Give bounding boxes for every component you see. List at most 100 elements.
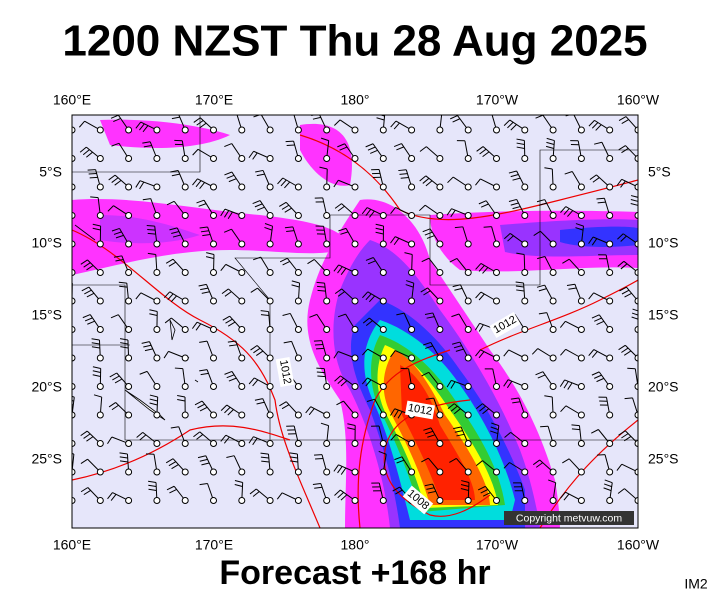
barb-station	[351, 440, 359, 447]
barb-feather	[367, 260, 376, 265]
barb-feather	[264, 226, 273, 231]
barb-station	[238, 354, 246, 362]
barb-station	[436, 354, 444, 362]
barb-feather	[630, 195, 638, 198]
barb-feather	[83, 262, 91, 268]
barb-feather	[220, 434, 227, 442]
barb-station	[153, 212, 161, 219]
barb-feather	[115, 234, 124, 239]
barb-station	[323, 497, 331, 504]
barb-station	[408, 155, 416, 162]
barb-station	[181, 354, 189, 362]
barb-staff	[72, 385, 73, 387]
barb-feather	[289, 456, 298, 459]
barb-station	[125, 497, 133, 504]
barb-feather	[91, 346, 100, 349]
barb-feather	[148, 488, 157, 492]
barb-feather	[450, 381, 456, 389]
barb-feather	[171, 464, 179, 470]
barb-feather	[119, 460, 129, 463]
barb-feather	[378, 450, 387, 455]
barb-station	[210, 411, 217, 419]
barb-station	[210, 468, 217, 476]
barb-station	[408, 297, 416, 305]
barb-feather	[91, 338, 100, 341]
barb-staff	[72, 271, 73, 273]
barb-station	[266, 468, 274, 476]
barb-station	[294, 269, 302, 276]
barb-feather	[115, 259, 124, 262]
barb-station	[521, 297, 529, 305]
barb-station	[266, 269, 274, 276]
barb-feather	[148, 480, 157, 484]
barb-feather	[617, 488, 625, 494]
barb-feather	[254, 203, 263, 208]
barb-station	[379, 468, 387, 476]
barb-station	[577, 354, 585, 362]
barb-feather	[337, 377, 345, 384]
barb-feather	[165, 258, 174, 264]
barb-feather	[565, 115, 572, 117]
barb-feather	[510, 397, 519, 400]
barb-feather	[282, 312, 291, 316]
barb-feather	[120, 346, 129, 349]
copyright: Copyright metvuw.com	[516, 512, 622, 524]
barb-station	[96, 240, 104, 248]
barb-station	[379, 155, 387, 162]
barb-station	[323, 269, 331, 276]
barb-feather	[72, 286, 73, 288]
barb-feather	[256, 206, 265, 211]
barb-station	[464, 183, 472, 191]
isobar-label: 1012	[275, 356, 295, 388]
barb-feather	[477, 485, 486, 491]
barb-feather	[559, 491, 566, 499]
barb-feather	[198, 283, 207, 287]
barb-feather	[313, 340, 322, 342]
barb-feather	[83, 433, 91, 439]
barb-feather	[107, 436, 113, 445]
barb-station	[634, 440, 638, 447]
barb-feather	[516, 252, 525, 256]
barb-feather	[86, 151, 93, 158]
barb-station	[521, 383, 529, 390]
barb-feather	[249, 488, 257, 495]
barb-feather	[361, 348, 369, 356]
barb-station	[577, 297, 585, 305]
barb-feather	[260, 310, 269, 313]
barb-feather	[476, 460, 483, 466]
barb-feather	[109, 372, 117, 378]
barb-feather	[618, 430, 626, 436]
barb-feather	[398, 169, 407, 172]
barb-feather	[617, 260, 625, 267]
barb-feather	[227, 340, 236, 343]
barb-station	[464, 326, 472, 333]
barb-feather	[390, 434, 397, 441]
barb-feather	[475, 291, 482, 299]
barb-feather	[490, 426, 499, 431]
barb-feather	[375, 223, 384, 227]
barb-station	[408, 240, 416, 248]
barb-feather	[91, 342, 100, 345]
barb-station	[464, 354, 472, 362]
barb-station	[379, 183, 387, 191]
barb-feather	[144, 348, 153, 352]
boundaries	[72, 115, 638, 441]
barb-feather	[375, 231, 384, 235]
barb-feather	[226, 174, 235, 179]
barb-feather	[80, 259, 88, 265]
barb-feather	[86, 436, 94, 442]
lat-label-left: 15°S	[31, 307, 62, 323]
barb-feather	[460, 484, 469, 487]
barb-feather	[447, 176, 454, 184]
barb-feather	[192, 178, 198, 186]
barb-feather	[196, 199, 205, 204]
lat-label-right: 15°S	[648, 307, 679, 323]
barb-feather	[560, 405, 567, 413]
barb-feather	[361, 377, 368, 385]
barb-feather	[427, 490, 436, 494]
barb-station	[153, 297, 161, 305]
barb-feather	[118, 281, 127, 284]
barb-feather	[165, 458, 174, 464]
barb-station	[125, 440, 133, 447]
barb-feather	[334, 203, 342, 209]
